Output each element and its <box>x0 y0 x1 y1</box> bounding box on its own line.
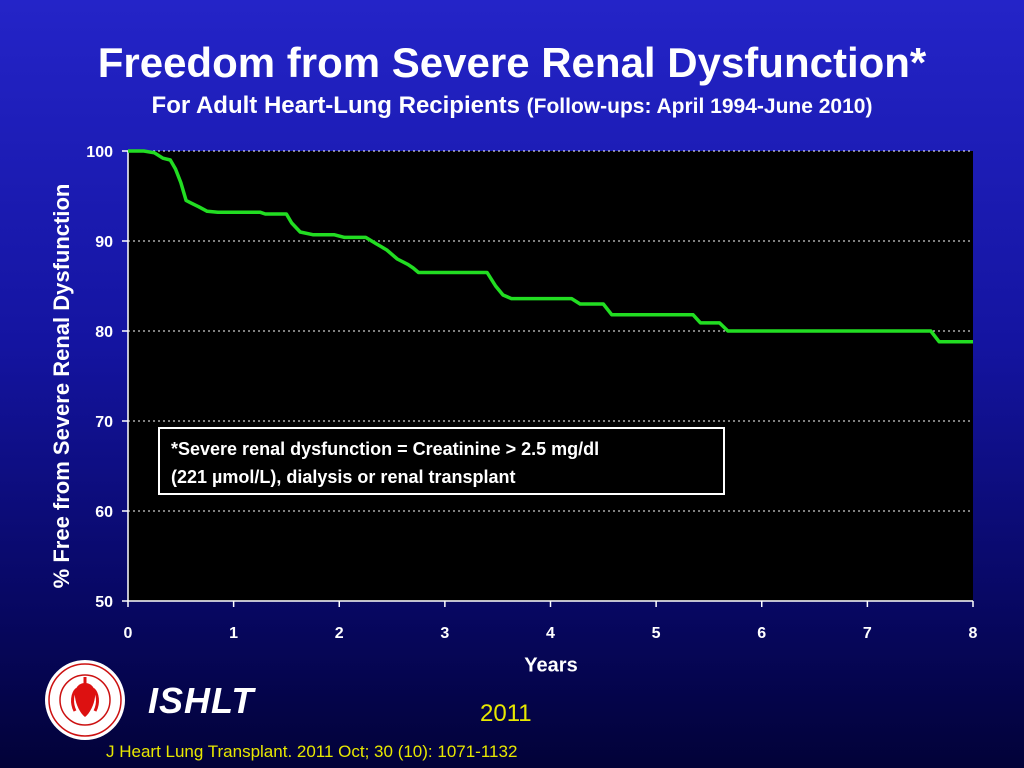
y-axis-label: % Free from Severe Renal Dysfunction <box>49 183 74 589</box>
tick-labels: 0 1 2 3 4 5 6 7 8 50 60 70 80 90 100 <box>86 144 977 642</box>
x-tick-label-4: 4 <box>546 625 555 642</box>
slide-year: 2011 <box>480 700 532 727</box>
freedom-curve <box>128 149 973 344</box>
x-tick-label-5: 5 <box>652 625 661 642</box>
x-tick-label-8: 8 <box>969 625 978 642</box>
journal-citation: J Heart Lung Transplant. 2011 Oct; 30 (1… <box>106 742 518 761</box>
note-line-2: (221 µmol/L), dialysis or renal transpla… <box>171 467 516 487</box>
y-tick-label-50: 50 <box>95 594 113 611</box>
ishlt-seal-icon <box>45 660 125 740</box>
note-line-1: *Severe renal dysfunction = Creatinine >… <box>171 439 600 459</box>
slide-subtitle: For Adult Heart-Lung Recipients (Follow-… <box>0 91 1024 122</box>
subtitle-followup: (Follow-ups: April 1994-June 2010) <box>526 95 873 118</box>
y-tick-label-100: 100 <box>86 144 113 161</box>
definition-note: *Severe renal dysfunction = Creatinine >… <box>158 427 725 495</box>
gridlines <box>128 150 973 512</box>
x-tick-label-6: 6 <box>757 625 766 642</box>
x-tick-label-1: 1 <box>229 625 238 642</box>
slide-title: Freedom from Severe Renal Dysfunction* <box>97 39 927 86</box>
x-tick-label-7: 7 <box>863 625 872 642</box>
y-tick-label-60: 60 <box>95 504 113 521</box>
x-tick-label-0: 0 <box>124 625 133 642</box>
x-axis-label: Years <box>524 654 578 677</box>
y-tick-label-70: 70 <box>95 414 113 431</box>
y-tick-label-90: 90 <box>95 234 113 251</box>
y-tick-label-80: 80 <box>95 324 113 341</box>
subtitle-main: For Adult Heart-Lung Recipients <box>151 92 520 119</box>
plot-area <box>128 151 973 601</box>
ishlt-brand: ISHLT <box>148 680 255 721</box>
x-tick-label-3: 3 <box>440 625 449 642</box>
x-tick-label-2: 2 <box>335 625 344 642</box>
